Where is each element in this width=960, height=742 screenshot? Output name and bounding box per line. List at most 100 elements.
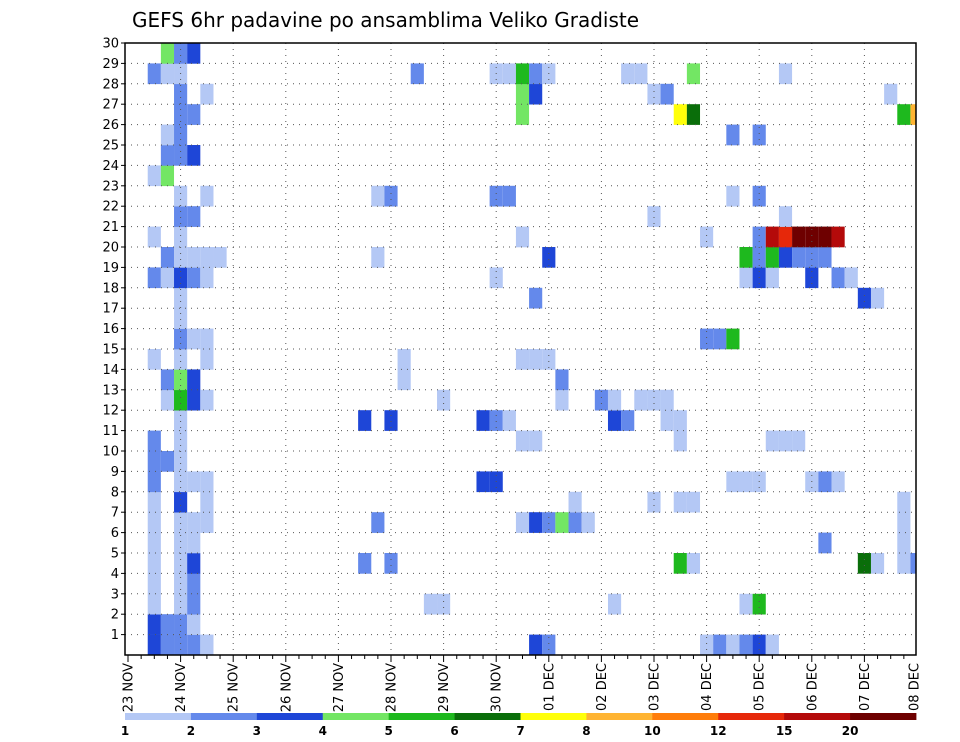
- heatmap-cell: [555, 369, 569, 391]
- heatmap-cell: [174, 593, 188, 615]
- heatmap-cell: [765, 634, 779, 656]
- legend-label: 7: [516, 724, 524, 738]
- heatmap-cells: [147, 43, 916, 656]
- heatmap-cell: [187, 471, 201, 493]
- heatmap-cell: [187, 145, 201, 166]
- heatmap-cell: [476, 410, 490, 431]
- legend-swatch: [322, 713, 390, 720]
- heatmap-cell: [831, 226, 845, 248]
- heatmap-cell: [726, 124, 740, 146]
- heatmap-cell: [200, 512, 214, 533]
- heatmap-cell: [187, 634, 201, 656]
- heatmap-cell: [160, 43, 175, 64]
- heatmap-cell: [147, 532, 161, 554]
- x-tick-label: 25 NOV: [227, 663, 242, 712]
- heatmap-cell: [437, 389, 451, 411]
- y-tick-label: 7: [111, 506, 119, 521]
- x-tick-label: 29 NOV: [437, 663, 452, 712]
- heatmap-cell: [870, 287, 885, 309]
- heatmap-cell: [174, 247, 188, 268]
- heatmap-cell: [765, 226, 779, 248]
- legend-swatch: [784, 713, 851, 720]
- heatmap-cell: [502, 63, 516, 85]
- heatmap-cell: [647, 389, 661, 411]
- heatmap-cell: [739, 247, 753, 268]
- heatmap-cell: [818, 532, 832, 554]
- heatmap-cell: [187, 614, 201, 635]
- heatmap-cell: [673, 553, 687, 574]
- heatmap-cell: [147, 471, 161, 493]
- heatmap-cell: [160, 389, 175, 411]
- heatmap-cell: [200, 491, 214, 513]
- x-tick-label: 02 DEC: [595, 663, 610, 711]
- heatmap-cell: [174, 614, 188, 635]
- heatmap-cell: [739, 267, 753, 289]
- heatmap-cell: [700, 226, 714, 248]
- heatmap-cell: [765, 247, 779, 268]
- heatmap-cell: [542, 247, 556, 268]
- y-tick-label: 1: [111, 628, 119, 643]
- heatmap-cell: [371, 247, 385, 268]
- x-tick-label: 28 NOV: [385, 663, 400, 712]
- heatmap-cell: [174, 349, 188, 370]
- heatmap-cell: [160, 614, 175, 635]
- heatmap-cell: [174, 206, 188, 227]
- heatmap-cell: [174, 287, 188, 309]
- y-tick-label: 20: [102, 241, 119, 256]
- y-tick-label: 19: [102, 261, 119, 276]
- heatmap-cell: [778, 430, 793, 452]
- heatmap-cell: [147, 63, 161, 85]
- heatmap-cell: [160, 369, 175, 391]
- heatmap-cell: [174, 328, 188, 350]
- x-tick-label: 27 NOV: [332, 663, 347, 712]
- heatmap-cell: [410, 63, 424, 85]
- heatmap-cell: [437, 593, 451, 615]
- heatmap-cell: [174, 553, 188, 574]
- heatmap-cell: [686, 553, 701, 574]
- heatmap-cell: [187, 389, 201, 411]
- legend: 1 2 3 4 5 6 7 8 10 12 15 20: [121, 713, 917, 738]
- y-tick-label: 18: [102, 281, 119, 296]
- chart-title: GEFS 6hr padavine po ansamblima Veliko G…: [132, 8, 639, 32]
- heatmap-cell: [489, 410, 503, 431]
- legend-swatch: [256, 713, 324, 720]
- heatmap-cell: [174, 451, 188, 472]
- y-tick-label: 21: [102, 220, 119, 235]
- heatmap-cell: [739, 593, 753, 615]
- heatmap-cell: [805, 226, 819, 248]
- heatmap-cell: [897, 532, 911, 554]
- heatmap-cell: [147, 573, 161, 595]
- y-tick-label: 30: [102, 37, 119, 52]
- legend-label: 1: [121, 724, 129, 738]
- heatmap-cell: [542, 634, 556, 656]
- heatmap-cell: [555, 389, 569, 411]
- heatmap-cell: [515, 226, 530, 248]
- heatmap-cell: [200, 389, 214, 411]
- y-tick-label: 3: [111, 587, 119, 602]
- heatmap-cell: [174, 185, 188, 207]
- heatmap-cell: [160, 145, 175, 166]
- heatmap-cell: [160, 63, 175, 85]
- y-tick-label: 5: [111, 547, 119, 562]
- heatmap-cell: [397, 349, 411, 370]
- heatmap-cell: [844, 267, 858, 289]
- heatmap-cell: [200, 634, 214, 656]
- heatmap-cell: [739, 634, 753, 656]
- heatmap-cell: [147, 614, 161, 635]
- heatmap-cell: [147, 593, 161, 615]
- heatmap-cell: [542, 349, 556, 370]
- y-tick-label: 10: [102, 445, 119, 460]
- heatmap-cell: [529, 430, 543, 452]
- heatmap-cell: [778, 226, 793, 248]
- heatmap-cell: [358, 410, 372, 431]
- heatmap-cell: [515, 104, 530, 125]
- x-tick-label: 07 DEC: [858, 663, 873, 711]
- heatmap-cell: [187, 104, 201, 125]
- heatmap-cell: [555, 512, 569, 533]
- heatmap-cell: [818, 247, 832, 268]
- heatmap-cell: [594, 389, 608, 411]
- heatmap-cell: [752, 185, 766, 207]
- heatmap-cell: [147, 349, 161, 370]
- heatmap-cell: [713, 634, 727, 656]
- heatmap-cell: [607, 389, 622, 411]
